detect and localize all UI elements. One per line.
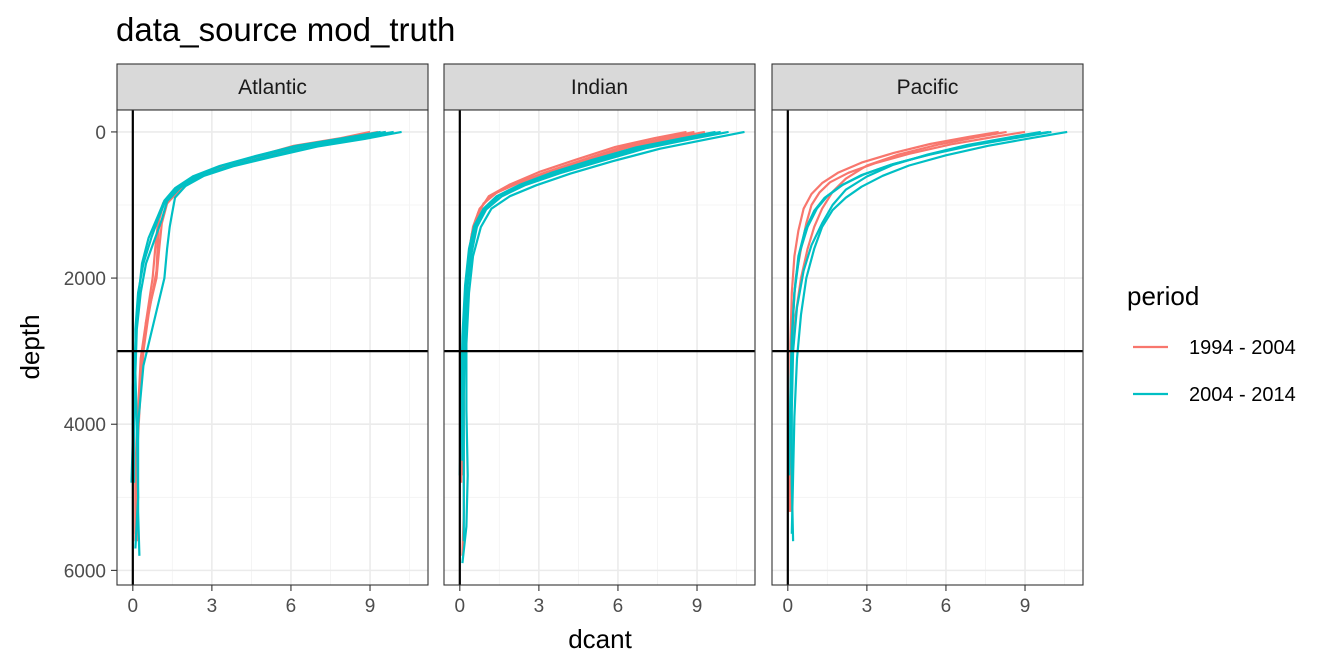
panel-strip-pacific: [771, 63, 1084, 111]
profile-line: [458, 130, 716, 476]
x-tick-label: 0: [455, 596, 466, 617]
y-tick-label: 0: [95, 123, 106, 144]
panel-border-atlantic: [116, 109, 429, 586]
panel-strip-label-atlantic: Atlantic: [238, 76, 307, 99]
x-tick-label: 0: [783, 596, 794, 617]
panel-border-indian: [443, 109, 756, 586]
panel-background-pacific: [772, 110, 1083, 585]
panel-strip-atlantic: [116, 63, 429, 111]
y-tick-label: 6000: [64, 561, 106, 582]
panel-pacific: Pacific 0 3 6 9: [771, 63, 1084, 617]
legend-label-1994-2004: 1994 - 2004: [1189, 337, 1296, 359]
profile-line: [461, 130, 745, 564]
x-tick-label: 9: [1020, 596, 1031, 617]
panel-border-pacific: [771, 109, 1084, 586]
y-axis-title: depth: [15, 314, 45, 379]
x-tick-label: 6: [286, 596, 297, 617]
x-tick-label: 9: [692, 596, 703, 617]
legend: period 1994 - 2004 2004 - 2014: [1127, 281, 1296, 406]
panel-background-indian: [444, 110, 755, 585]
x-tick-label: 0: [128, 596, 139, 617]
profile-line: [461, 130, 721, 461]
x-tick-label: 3: [534, 596, 545, 617]
profile-line: [788, 130, 1052, 476]
panel-background-atlantic: [117, 110, 428, 585]
profile-line: [790, 130, 1068, 534]
legend-title: period: [1127, 281, 1199, 311]
y-tick-label: 4000: [64, 415, 106, 436]
profile-line: [137, 130, 402, 556]
x-axis-title: dcant: [568, 624, 632, 654]
profile-line: [130, 130, 381, 483]
chart-title: data_source mod_truth: [116, 11, 455, 48]
profile-line: [462, 130, 729, 542]
y-tick-label: 2000: [64, 269, 106, 290]
panel-strip-label-pacific: Pacific: [897, 76, 959, 99]
panel-indian: Indian 0 3 6 9: [443, 63, 756, 617]
series-indian-1: [458, 130, 745, 564]
profile-line: [789, 130, 999, 483]
panel-strip-label-indian: Indian: [571, 76, 628, 99]
panel-atlantic: Atlantic 0 3 6 9 0 2000 4000 6000: [64, 63, 429, 617]
x-tick-label: 3: [862, 596, 873, 617]
x-tick-label: 6: [613, 596, 624, 617]
x-tick-label: 3: [207, 596, 218, 617]
series-pacific-1: [788, 130, 1068, 542]
x-tick-label: 6: [941, 596, 952, 617]
panel-strip-indian: [443, 63, 756, 111]
legend-label-2004-2014: 2004 - 2014: [1189, 384, 1296, 406]
x-tick-label: 9: [365, 596, 376, 617]
